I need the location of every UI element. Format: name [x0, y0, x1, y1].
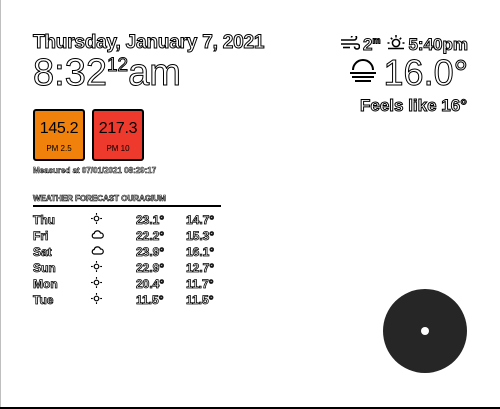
forecast-high: 22.9°: [136, 261, 165, 276]
forecast-low: 16.1°: [186, 245, 215, 260]
forecast-row: Tue 11.5° 11.5°: [33, 292, 225, 308]
forecast-low: 11.7°: [186, 277, 214, 292]
wind-speed-value: 2: [362, 34, 373, 54]
clock-hours-minutes: 8:32: [33, 52, 108, 94]
forecast-title-text: WEATHER FORECAST OURAGIUM: [33, 194, 166, 204]
feels-like: Feels like 16°: [360, 96, 468, 116]
pm25-tile: 145.2 PM 2.5: [33, 109, 85, 161]
wind-speed-unit: m: [372, 34, 381, 45]
frame-left-edge: [0, 0, 1, 409]
forecast-title: WEATHER FORECAST OURAGIUM: [33, 194, 221, 207]
forecast-table: Thu 23.1° 14.7° Fri 22.2° 15.3° Sat 23.9° 16.1° S…: [33, 212, 225, 308]
sun-icon: [91, 261, 102, 275]
round-control-button[interactable]: [383, 289, 467, 373]
forecast-day: Sat: [33, 245, 52, 260]
measured-timestamp: Measured at 07/01/2021 08:29:17: [33, 166, 157, 176]
center-dot: [421, 327, 429, 335]
current-temperature: 16.0°: [383, 52, 468, 93]
date-label: Thursday, January 7, 2021: [32, 32, 265, 54]
forecast-high: 23.9°: [136, 245, 165, 260]
temperature-block: 16.0°: [348, 52, 469, 93]
forecast-low: 14.7°: [186, 213, 215, 228]
forecast-high: 23.1°: [136, 213, 165, 228]
forecast-low: 11.5°: [186, 293, 214, 308]
clock-ampm: am: [128, 52, 182, 94]
forecast-high: 22.2°: [136, 229, 165, 244]
clock-seconds: 12: [106, 55, 129, 76]
forecast-row: Fri 22.2° 15.3°: [33, 228, 225, 244]
frame-bottom-edge: [0, 407, 500, 409]
forecast-day: Fri: [33, 229, 49, 244]
forecast-row: Sat 23.9° 16.1°: [33, 244, 225, 260]
wind-icon: [340, 33, 361, 55]
pm10-value: 217.3: [98, 120, 138, 137]
forecast-high: 20.4°: [136, 277, 165, 292]
pm10-label: PM 10: [106, 144, 130, 153]
pm25-label: PM 2.5: [46, 144, 72, 153]
forecast-row: Mon 20.4° 11.7°: [33, 276, 225, 292]
pm25-value: 145.2: [39, 120, 79, 137]
cloud-icon: [91, 245, 104, 259]
forecast-row: Thu 23.1° 14.7°: [33, 212, 225, 228]
forecast-day: Sun: [33, 261, 56, 276]
forecast-high: 11.5°: [136, 293, 164, 308]
clock: 8:3212am: [33, 52, 182, 94]
haze-icon: [348, 58, 378, 89]
sunset-time: 5:40pm: [408, 34, 469, 54]
wind-speed: 2m: [362, 34, 381, 55]
cloud-icon: [91, 229, 104, 243]
forecast-row: Sun 22.9° 12.7°: [33, 260, 225, 276]
forecast-day: Thu: [33, 213, 56, 228]
pm10-tile: 217.3 PM 10: [92, 109, 144, 161]
current-conditions-row: 2m 5:40pm: [340, 33, 469, 55]
forecast-day: Tue: [33, 293, 54, 308]
forecast-low: 15.3°: [186, 229, 215, 244]
sun-icon: [91, 213, 102, 227]
sunset-icon: [387, 34, 405, 55]
sun-icon: [91, 277, 102, 291]
forecast-day: Mon: [33, 277, 58, 292]
forecast-low: 12.7°: [186, 261, 215, 276]
sun-icon: [91, 293, 102, 307]
